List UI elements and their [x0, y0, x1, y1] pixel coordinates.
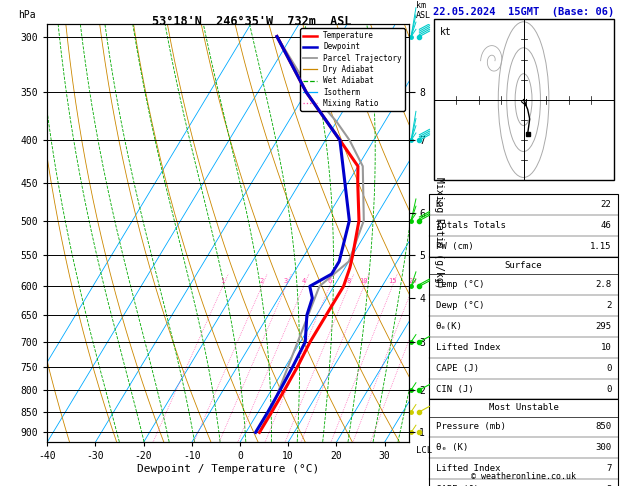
Text: 2: 2: [260, 278, 264, 284]
Text: Lifted Index: Lifted Index: [436, 343, 500, 352]
Text: CAPE (J): CAPE (J): [436, 485, 479, 486]
Text: Lifted Index: Lifted Index: [436, 464, 500, 473]
Y-axis label: Mixing Ratio (g/kg): Mixing Ratio (g/kg): [435, 177, 445, 289]
Text: 3: 3: [606, 485, 611, 486]
Text: Most Unstable: Most Unstable: [489, 403, 559, 413]
Text: 300: 300: [596, 443, 611, 452]
Text: PW (cm): PW (cm): [436, 242, 473, 251]
Text: Dewp (°C): Dewp (°C): [436, 301, 484, 310]
Text: © weatheronline.co.uk: © weatheronline.co.uk: [471, 472, 576, 481]
Text: 22: 22: [601, 200, 611, 209]
Text: 7: 7: [606, 464, 611, 473]
FancyBboxPatch shape: [433, 19, 613, 180]
Text: Temp (°C): Temp (°C): [436, 280, 484, 289]
Text: 1: 1: [221, 278, 225, 284]
Text: 3: 3: [284, 278, 288, 284]
Text: 20: 20: [409, 278, 418, 284]
Text: 4: 4: [301, 278, 306, 284]
Text: hPa: hPa: [18, 10, 36, 20]
Text: θₑ (K): θₑ (K): [436, 443, 468, 452]
X-axis label: Dewpoint / Temperature (°C): Dewpoint / Temperature (°C): [137, 464, 319, 474]
Text: 850: 850: [596, 422, 611, 432]
Text: 2: 2: [606, 301, 611, 310]
Text: 22.05.2024  15GMT  (Base: 06): 22.05.2024 15GMT (Base: 06): [433, 7, 614, 17]
Text: km
ASL: km ASL: [416, 0, 431, 20]
Text: Pressure (mb): Pressure (mb): [436, 422, 506, 432]
Text: 0: 0: [606, 364, 611, 373]
Text: Surface: Surface: [504, 261, 542, 270]
Text: 8: 8: [347, 278, 351, 284]
Text: 1.15: 1.15: [590, 242, 611, 251]
Text: θₑ(K): θₑ(K): [436, 322, 462, 331]
Text: 10: 10: [601, 343, 611, 352]
Text: CAPE (J): CAPE (J): [436, 364, 479, 373]
Text: 0: 0: [606, 384, 611, 394]
Text: LCL: LCL: [416, 447, 432, 455]
Text: 15: 15: [388, 278, 396, 284]
Text: 2.8: 2.8: [596, 280, 611, 289]
Text: 295: 295: [596, 322, 611, 331]
Text: K: K: [436, 200, 441, 209]
Text: 6: 6: [328, 278, 331, 284]
Text: Totals Totals: Totals Totals: [436, 221, 506, 230]
Text: 10: 10: [360, 278, 368, 284]
Text: 53°18'N  246°35'W  732m  ASL: 53°18'N 246°35'W 732m ASL: [152, 15, 351, 28]
Text: 46: 46: [601, 221, 611, 230]
Text: CIN (J): CIN (J): [436, 384, 473, 394]
Legend: Temperature, Dewpoint, Parcel Trajectory, Dry Adiabat, Wet Adiabat, Isotherm, Mi: Temperature, Dewpoint, Parcel Trajectory…: [300, 28, 405, 111]
Text: kt: kt: [440, 27, 452, 37]
